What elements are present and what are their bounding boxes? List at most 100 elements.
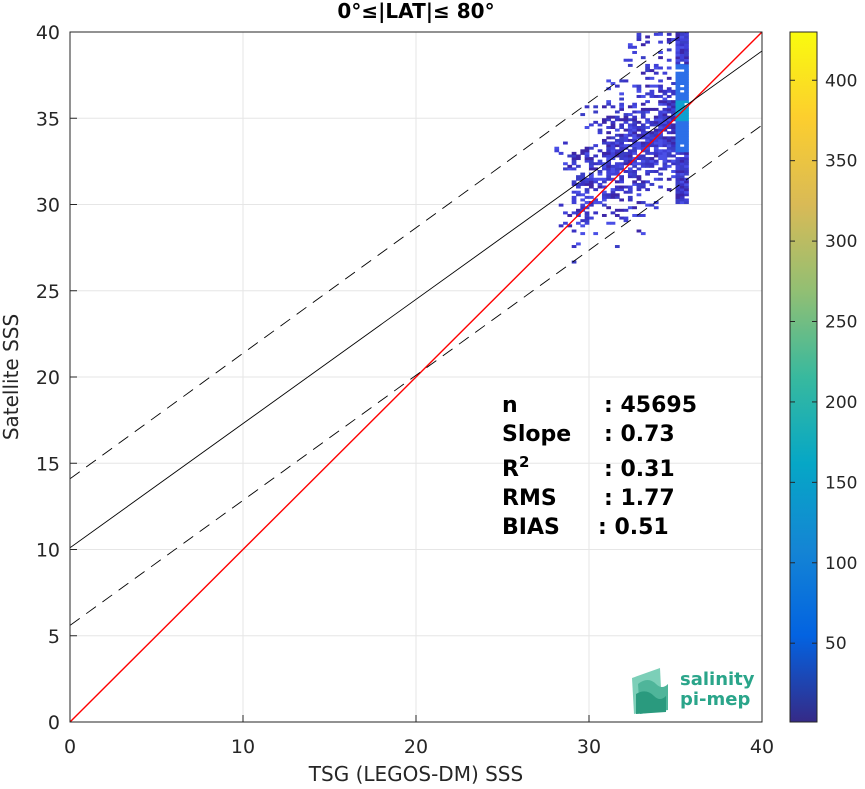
density-cell: [653, 32, 659, 36]
density-cell: [606, 118, 612, 122]
x-tick-label: 40: [750, 736, 774, 758]
density-cell: [580, 224, 586, 228]
density-cell: [671, 131, 676, 135]
density-cell: [645, 180, 650, 184]
density-cell: [632, 144, 637, 148]
density-cell: [666, 118, 672, 122]
density-cell: [571, 157, 577, 161]
density-cell: [653, 206, 659, 210]
density-cell: [679, 43, 685, 47]
density-cell: [606, 162, 612, 166]
stat-value: : 0.31: [604, 457, 675, 482]
density-cell: [679, 66, 685, 70]
density-cell: [675, 118, 681, 122]
density-cell: [571, 245, 577, 249]
density-cell: [640, 94, 646, 98]
density-cell: [580, 198, 586, 202]
density-cell: [627, 45, 633, 49]
density-cell: [658, 141, 663, 145]
density-cell: [658, 84, 663, 88]
density-cell: [666, 110, 672, 114]
density-cell: [636, 94, 642, 98]
density-cell: [679, 38, 685, 42]
density-cell: [632, 105, 637, 109]
density-cell: [658, 94, 663, 98]
density-cell: [645, 170, 650, 173]
density-cell: [623, 208, 629, 212]
density-cell: [666, 159, 672, 163]
density-cell: [610, 190, 616, 194]
salinity-pi-mep-logo: salinity pi-mep: [632, 668, 755, 714]
density-cell: [658, 185, 663, 189]
density-cell: [679, 32, 685, 36]
density-cell: [640, 126, 646, 129]
density-cell: [632, 45, 637, 49]
density-cell: [627, 159, 633, 163]
density-cell: [610, 177, 616, 181]
density-cell: [619, 180, 624, 184]
density-cell: [619, 149, 624, 153]
density-cell: [666, 120, 672, 124]
density-cell: [589, 177, 594, 181]
density-cell: [636, 133, 642, 137]
density-cell: [684, 172, 689, 176]
density-cell: [627, 172, 633, 176]
density-cell: [627, 185, 633, 189]
density-cell: [640, 232, 646, 236]
density-cell: [627, 138, 633, 142]
density-cell: [593, 198, 599, 202]
colorbar-tick-label: 300: [825, 232, 857, 252]
density-cell: [679, 193, 685, 197]
density-cell: [614, 141, 620, 145]
density-cell: [584, 180, 590, 184]
density-cell: [580, 175, 586, 179]
density-cell: [640, 107, 646, 111]
density-cell: [597, 185, 603, 189]
density-cell: [584, 195, 590, 199]
density-cell: [666, 149, 672, 153]
density-cell: [662, 141, 668, 145]
density-cell: [597, 170, 603, 173]
density-cell: [606, 149, 612, 153]
density-cell: [645, 76, 650, 80]
density-cell: [571, 229, 577, 233]
density-cell: [623, 79, 629, 83]
density-cell: [606, 193, 612, 197]
density-cell: [653, 170, 659, 173]
density-cell: [576, 157, 581, 161]
density-cell: [584, 177, 590, 181]
density-cell: [675, 66, 681, 70]
density-cell: [679, 53, 685, 57]
density-cell: [675, 180, 681, 184]
density-cell: [679, 201, 685, 205]
density-cell: [619, 118, 624, 122]
colorbar-tick-label: 50: [825, 634, 847, 654]
density-cell: [653, 146, 659, 150]
density-cell: [576, 211, 581, 215]
density-cell: [684, 94, 689, 98]
density-cell: [623, 170, 629, 173]
density-cell: [658, 115, 663, 119]
density-cell: [597, 177, 603, 181]
density-cell: [640, 71, 646, 75]
density-cell: [632, 118, 637, 122]
density-cell: [593, 177, 599, 181]
density-cell: [610, 126, 616, 129]
density-cell: [593, 167, 599, 171]
density-cell: [610, 151, 616, 155]
density-cell: [606, 175, 612, 179]
density-cell: [614, 115, 620, 119]
density-cell: [645, 69, 650, 73]
density-cell: [658, 50, 663, 54]
density-cell: [593, 162, 599, 166]
density-cell: [614, 213, 620, 217]
density-cell: [614, 154, 620, 158]
density-cell: [584, 219, 590, 223]
density-cell: [653, 128, 659, 132]
density-cell: [567, 154, 573, 158]
density-cell: [623, 144, 629, 148]
density-cell: [571, 167, 577, 171]
density-cell: [679, 170, 685, 173]
density-cell: [684, 201, 689, 205]
density-cell: [662, 154, 668, 158]
